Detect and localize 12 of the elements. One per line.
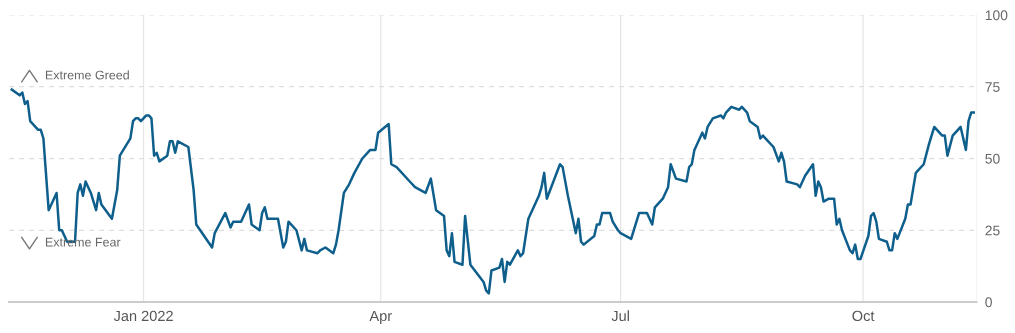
x-tick-label: Jan 2022	[113, 310, 173, 322]
y-tick-label: 100	[985, 10, 1008, 21]
y-tick-label: 25	[985, 225, 1000, 236]
y-tick-label: 75	[985, 82, 1000, 92]
annotation: Extreme Fear	[45, 237, 121, 247]
x-tick-label: Apr	[369, 310, 392, 324]
x-tick-label: Jul	[611, 310, 629, 322]
line-series	[10, 88, 976, 295]
x-tick-label: Oct	[852, 310, 875, 322]
y-tick-label: 50	[985, 153, 1000, 164]
annotation: Extreme Greed	[45, 70, 129, 80]
y-tick-label: 0	[985, 297, 992, 308]
